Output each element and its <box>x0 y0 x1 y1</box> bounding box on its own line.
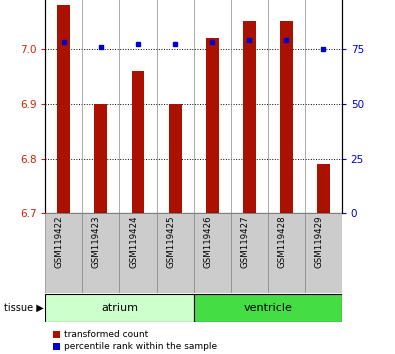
Bar <box>194 213 231 293</box>
Text: GSM119422: GSM119422 <box>55 216 64 268</box>
Bar <box>132 71 145 213</box>
Bar <box>45 294 194 321</box>
Text: GSM119426: GSM119426 <box>203 216 212 268</box>
Bar <box>194 294 342 321</box>
Bar <box>169 104 182 213</box>
Bar <box>268 213 305 293</box>
Bar <box>45 213 83 293</box>
Text: transformed count: transformed count <box>64 330 149 339</box>
Bar <box>280 21 293 213</box>
Bar <box>94 104 107 213</box>
Text: percentile rank within the sample: percentile rank within the sample <box>64 342 218 352</box>
Text: atrium: atrium <box>101 303 138 313</box>
Text: GSM119423: GSM119423 <box>92 216 101 268</box>
Text: GSM119425: GSM119425 <box>166 216 175 268</box>
Bar <box>243 21 256 213</box>
Bar <box>83 213 120 293</box>
Bar <box>205 38 218 213</box>
Text: ventricle: ventricle <box>243 303 292 313</box>
Text: GSM119429: GSM119429 <box>314 216 323 268</box>
Text: GSM119428: GSM119428 <box>277 216 286 268</box>
Text: GSM119427: GSM119427 <box>240 216 249 268</box>
Bar <box>305 213 342 293</box>
Bar <box>57 5 70 213</box>
Bar <box>231 213 268 293</box>
Bar <box>317 164 330 213</box>
Bar <box>156 213 194 293</box>
Text: GSM119424: GSM119424 <box>129 216 138 268</box>
Bar <box>120 213 156 293</box>
Text: tissue ▶: tissue ▶ <box>4 303 43 313</box>
